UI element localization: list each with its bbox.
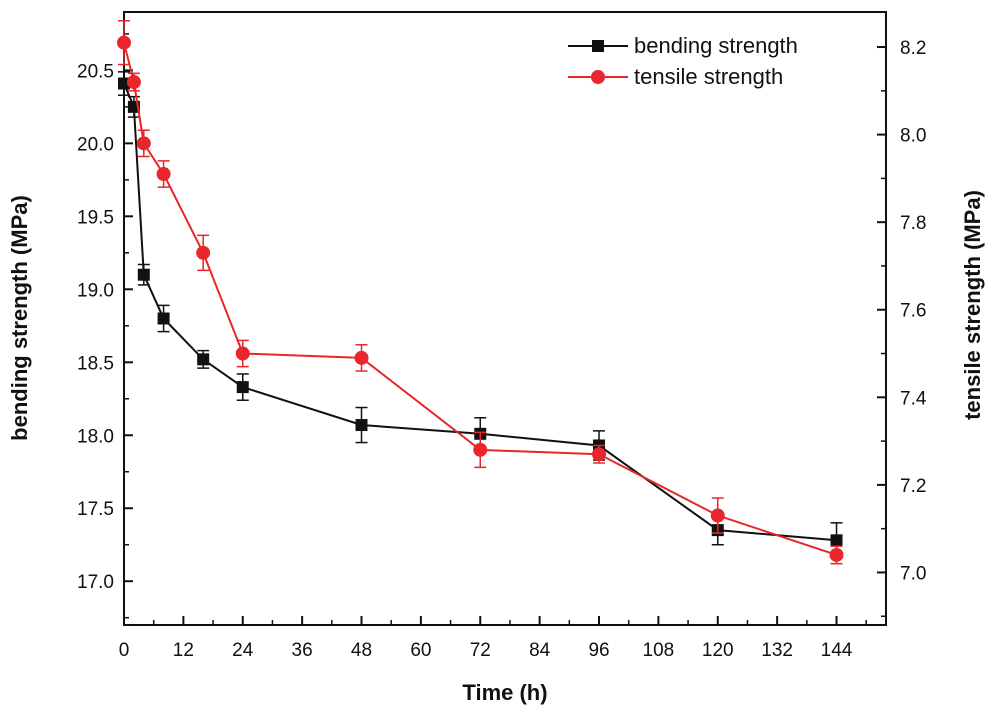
x-tick-label: 12 (173, 640, 194, 661)
y-tick-label: 17.5 (77, 499, 114, 520)
data-point (355, 419, 368, 432)
data-point (829, 547, 844, 562)
data-point (473, 442, 488, 457)
y-tick-label: 20.5 (77, 61, 114, 82)
x-tick-label: 132 (761, 640, 793, 661)
y2-tick-label: 7.4 (900, 388, 927, 409)
data-point (117, 35, 131, 50)
legend-bending-label: bending strength (634, 33, 798, 58)
x-axis-ticks: 0 12 24 36 48 60 72 84 96 108 120 132 144 (119, 616, 867, 661)
series-tensile-strength (117, 20, 844, 565)
legend-tensile-marker (591, 70, 605, 84)
right-y-axis-ticks: 7.0 7.2 7.4 7.6 7.8 8.0 8.2 (877, 38, 927, 617)
x-tick-label: 48 (351, 640, 372, 661)
left-y-axis-title: bending strength (MPa) (7, 195, 32, 441)
right-y-axis-title: tensile strength (MPa) (960, 190, 985, 420)
y-tick-label: 18.0 (77, 426, 114, 447)
y2-tick-label: 7.0 (900, 563, 926, 584)
series-line (123, 42, 837, 556)
y-tick-label: 17.0 (77, 572, 114, 593)
y2-tick-label: 7.2 (900, 476, 926, 497)
data-point (197, 353, 210, 366)
series-line (123, 83, 837, 542)
x-tick-label: 0 (119, 640, 130, 661)
data-point (196, 245, 211, 260)
x-tick-label: 144 (821, 640, 853, 661)
x-tick-label: 60 (410, 640, 431, 661)
y-tick-label: 19.5 (77, 207, 114, 228)
x-tick-label: 72 (470, 640, 491, 661)
left-y-axis-ticks: 17.0 17.5 18.0 18.5 19.0 19.5 20.0 20.5 (77, 33, 133, 619)
data-point (136, 136, 151, 151)
data-point (118, 77, 130, 90)
legend-bending-marker (592, 40, 604, 52)
x-tick-label: 120 (702, 640, 734, 661)
x-axis-title: Time (h) (462, 680, 547, 705)
data-point (592, 447, 607, 462)
y2-tick-label: 8.2 (900, 38, 926, 59)
data-point (354, 350, 369, 365)
y-tick-label: 20.0 (77, 134, 114, 155)
legend-tensile-label: tensile strength (634, 64, 783, 89)
x-tick-label: 96 (588, 640, 609, 661)
x-tick-label: 84 (529, 640, 551, 661)
data-point (235, 346, 250, 361)
data-point (710, 508, 725, 523)
data-point (236, 381, 249, 394)
y2-tick-label: 8.0 (900, 126, 926, 147)
data-point (830, 534, 843, 547)
plot-frame (123, 11, 887, 626)
y2-tick-label: 7.8 (900, 213, 926, 234)
y-tick-label: 18.5 (77, 353, 114, 374)
data-point (137, 268, 150, 281)
data-point (126, 75, 141, 90)
data-point (157, 312, 170, 325)
y2-tick-label: 7.6 (900, 301, 926, 322)
data-point (156, 167, 171, 182)
x-tick-label: 108 (643, 640, 675, 661)
x-tick-label: 24 (232, 640, 254, 661)
y-tick-label: 19.0 (77, 280, 114, 301)
x-tick-label: 36 (292, 640, 313, 661)
legend: bending strength tensile strength (568, 33, 798, 89)
series-layer (117, 20, 844, 565)
